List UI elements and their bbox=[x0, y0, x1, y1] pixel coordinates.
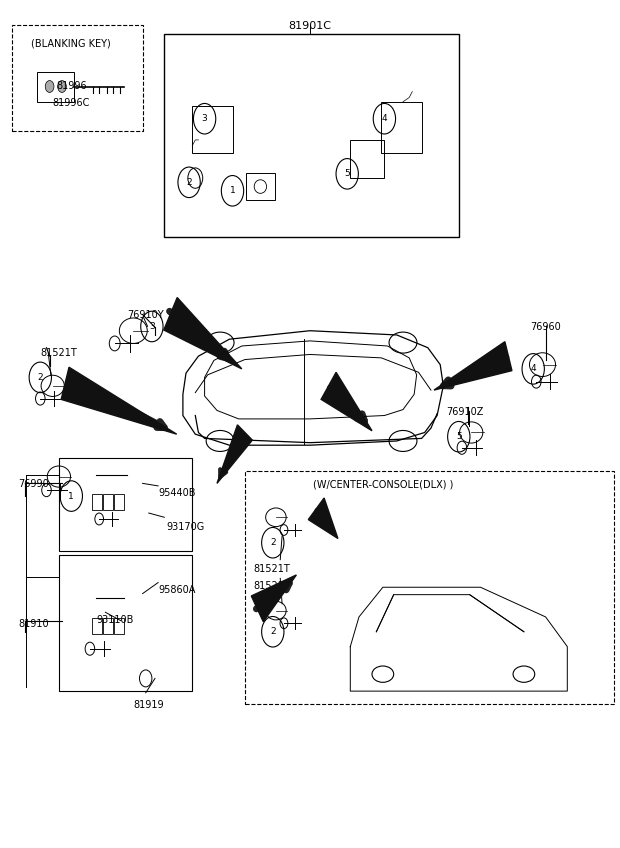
Bar bbox=[92, 494, 102, 510]
Text: 4: 4 bbox=[530, 365, 536, 373]
Bar bbox=[192, 106, 232, 153]
Circle shape bbox=[58, 81, 66, 92]
Bar bbox=[350, 140, 384, 178]
Bar bbox=[113, 617, 123, 634]
Text: 3: 3 bbox=[202, 114, 208, 123]
Text: 81996C: 81996C bbox=[53, 98, 90, 108]
Bar bbox=[113, 494, 123, 510]
Bar bbox=[37, 72, 74, 102]
Text: 81901C: 81901C bbox=[288, 21, 332, 31]
Text: 3: 3 bbox=[149, 322, 155, 331]
Bar bbox=[59, 555, 192, 691]
Polygon shape bbox=[321, 372, 372, 431]
Bar bbox=[59, 458, 192, 551]
Text: 81910: 81910 bbox=[19, 619, 49, 629]
Text: (BLANKING KEY): (BLANKING KEY) bbox=[32, 38, 111, 48]
Text: 93170G: 93170G bbox=[166, 522, 205, 532]
Text: 81521T: 81521T bbox=[253, 581, 290, 591]
Text: 76910Z: 76910Z bbox=[446, 407, 484, 417]
Polygon shape bbox=[308, 498, 338, 538]
Text: 95860A: 95860A bbox=[158, 585, 195, 595]
Polygon shape bbox=[217, 425, 252, 483]
Text: 76990: 76990 bbox=[19, 479, 50, 489]
Text: 2: 2 bbox=[270, 628, 276, 636]
Text: 76910Y: 76910Y bbox=[127, 310, 164, 320]
Text: 81996: 81996 bbox=[56, 81, 87, 91]
Bar bbox=[245, 471, 614, 704]
Text: 5: 5 bbox=[344, 170, 350, 178]
Text: 2: 2 bbox=[270, 538, 276, 547]
Text: 1: 1 bbox=[229, 187, 236, 195]
Text: (W/CENTER-CONSOLE(DLX) ): (W/CENTER-CONSOLE(DLX) ) bbox=[313, 479, 453, 489]
Text: 81521T: 81521T bbox=[40, 348, 77, 358]
Bar bbox=[12, 25, 143, 131]
Bar bbox=[103, 617, 113, 634]
Bar bbox=[381, 102, 422, 153]
Text: 1: 1 bbox=[68, 492, 74, 500]
Polygon shape bbox=[434, 342, 512, 390]
Text: 5: 5 bbox=[456, 432, 462, 441]
Bar bbox=[246, 173, 275, 200]
Text: 4: 4 bbox=[381, 114, 388, 123]
Text: 95440B: 95440B bbox=[158, 488, 195, 498]
Text: 2: 2 bbox=[37, 373, 43, 382]
Text: 81919: 81919 bbox=[133, 700, 164, 710]
Polygon shape bbox=[251, 575, 296, 622]
Bar bbox=[103, 494, 113, 510]
Text: 2: 2 bbox=[186, 178, 192, 187]
Polygon shape bbox=[61, 367, 177, 434]
Text: 81521T: 81521T bbox=[253, 564, 290, 574]
Polygon shape bbox=[164, 298, 242, 369]
Text: 76960: 76960 bbox=[530, 322, 561, 332]
Bar bbox=[164, 34, 459, 237]
Bar bbox=[92, 617, 102, 634]
Text: 93110B: 93110B bbox=[96, 615, 133, 625]
Circle shape bbox=[45, 81, 54, 92]
